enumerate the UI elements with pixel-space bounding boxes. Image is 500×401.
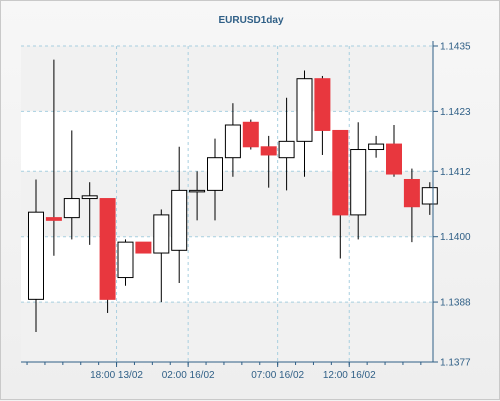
candle-body-up <box>368 143 385 151</box>
candle <box>314 75 331 155</box>
candle <box>28 179 44 333</box>
x-tick-label: 02:00 16/02 <box>162 370 215 381</box>
candle <box>350 122 367 240</box>
candle <box>403 168 420 243</box>
candle-body-up <box>278 140 295 159</box>
y-tick-label: 1.1412 <box>440 167 471 178</box>
candle-body-down <box>314 78 331 131</box>
y-tick-label: 1.1435 <box>440 42 471 53</box>
candle-body-down <box>135 241 152 254</box>
candle <box>260 135 277 188</box>
candle-body-up <box>117 241 134 279</box>
candle-body-up <box>207 157 223 191</box>
candle <box>242 119 259 150</box>
candle-body-down <box>99 198 116 300</box>
y-tick-label: 1.1400 <box>440 232 471 243</box>
y-tick-label: 1.1423 <box>440 107 471 118</box>
plot-band <box>21 236 433 303</box>
candle <box>296 70 313 177</box>
candle-body-up <box>153 214 170 254</box>
candle-body-up <box>63 198 80 219</box>
candle <box>117 239 134 286</box>
candle <box>63 130 80 240</box>
candle <box>421 182 438 215</box>
candle <box>386 125 402 177</box>
plot-band <box>21 46 433 112</box>
candle-body-up <box>224 124 241 159</box>
candle <box>207 138 223 221</box>
candle <box>368 135 385 158</box>
plot-band <box>21 302 433 362</box>
candle <box>45 59 62 256</box>
candle-body-down <box>332 129 349 216</box>
candle-body-up <box>81 195 98 200</box>
y-tick-label: 1.1388 <box>440 298 471 309</box>
x-tick-label: 18:00 13/02 <box>90 370 143 381</box>
candle-body-down <box>242 121 259 148</box>
axes <box>21 41 434 363</box>
x-tick-label: 07:00 16/02 <box>251 370 304 381</box>
candle-body-up <box>28 211 44 300</box>
candle <box>189 171 206 221</box>
candle-body-up <box>350 149 367 216</box>
x-tick-label: 12:00 16/02 <box>323 370 376 381</box>
candle <box>99 198 116 313</box>
candle <box>135 241 152 254</box>
candle-body-up <box>296 78 313 142</box>
candle <box>153 209 170 303</box>
x-axis-ticks: 18:00 13/02 02:00 16/02 07:00 16/02 12:00 1… <box>26 362 422 381</box>
candle-body-up <box>189 189 206 193</box>
candle <box>171 146 188 283</box>
candle-body-up <box>421 187 438 205</box>
candle-body-down <box>260 146 277 156</box>
y-tick-label: 1.1377 <box>440 358 471 369</box>
y-axis-ticks: 1.1435 1.1423 1.1412 1.1400 1.1388 1.1377 <box>433 42 471 369</box>
candle <box>278 97 295 191</box>
plot-background <box>21 46 433 362</box>
candle-body-up <box>171 189 188 251</box>
candle <box>224 103 241 177</box>
plot-band <box>21 171 433 237</box>
chart-title: EURUSD1day <box>218 15 283 26</box>
candle-body-down <box>403 178 420 208</box>
candle <box>332 129 349 259</box>
candles <box>28 59 438 333</box>
candle-body-down <box>45 217 62 221</box>
candle-body-down <box>386 143 402 175</box>
candle <box>81 182 98 245</box>
